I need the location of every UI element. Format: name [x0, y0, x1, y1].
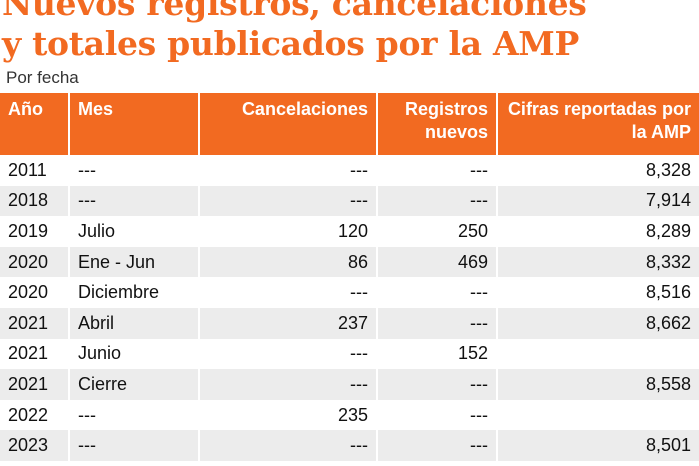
table-cell: --- [378, 399, 498, 431]
data-table: Año Mes Cancelaciones Registros nuevos Cifra… [0, 93, 699, 461]
table-cell: 8,289 [645, 220, 691, 241]
table-row: 2018 --- --- --- 7,914 [0, 185, 699, 217]
table-cell: Ene - Jun [70, 246, 200, 278]
table-cell: 120 [200, 216, 378, 247]
column-header: Cancelaciones [200, 93, 378, 155]
table-cell: --- [200, 369, 378, 400]
table-cell: 2021 [0, 338, 70, 370]
table-cell: Abril [70, 307, 200, 339]
table-cell: Cierre [70, 369, 200, 400]
table-cell: --- [70, 155, 200, 186]
subtitle: Por fecha [6, 68, 79, 87]
title-line: y totales publicados por la AMP [2, 24, 579, 63]
column-header: Cifras reportadas por la AMP [498, 93, 699, 155]
table-cell: 2023 [0, 430, 70, 461]
table-cell: 2021 [0, 369, 70, 400]
table-cell: --- [378, 185, 498, 217]
table-cell: 2022 [0, 399, 70, 431]
column-header: Año [0, 93, 70, 155]
table-cell: 86 [200, 246, 378, 278]
table-cell: Diciembre [70, 277, 200, 308]
table-cell: --- [70, 185, 200, 217]
table-cell: --- [70, 399, 200, 431]
table-cell: 250 [378, 216, 498, 247]
table-cell: Junio [70, 338, 200, 370]
table-cell: 237 [200, 307, 378, 339]
title-line: Nuevos registros, cancelaciones [2, 0, 587, 23]
table-cell: 152 [378, 338, 498, 370]
table-row: 2011 --- --- --- 8,328 [0, 155, 699, 186]
header-row: Año Mes Cancelaciones Registros nuevos Cifra… [0, 93, 699, 155]
table-cell: --- [200, 155, 378, 186]
table-cell: 2011 [0, 155, 70, 186]
table-body: 2011 --- --- --- 8,328 2018 --- --- --- 7,914 2019… [0, 155, 699, 461]
table-cell: 8,516 [645, 282, 691, 303]
table-cell: --- [378, 369, 498, 400]
table-row: 2022 --- 235 --- [0, 399, 699, 431]
table-cell: 2020 [0, 246, 70, 278]
table-cell: 2021 [0, 307, 70, 339]
table-row: 2023 --- --- --- 8,501 [0, 430, 699, 461]
table-cell: 8,332 [498, 246, 699, 278]
column-header: Registros nuevos [378, 93, 498, 155]
table-cell: 8,328 [645, 159, 691, 180]
table-cell: 8,662 [498, 307, 699, 339]
table-row: 2019 Julio 120 250 8,289 [0, 216, 699, 247]
table-row: 2021 Abril 237 --- 8,662 [0, 307, 699, 339]
table-cell: Julio [70, 216, 200, 247]
table-cell: 2019 [0, 216, 70, 247]
table-cell: --- [200, 430, 378, 461]
table-cell: --- [378, 155, 498, 186]
table-cell: 2020 [0, 277, 70, 308]
table-cell [498, 339, 699, 370]
table-cell: --- [200, 185, 378, 217]
table-cell: 8,558 [498, 369, 699, 400]
table-row: 2020 Ene - Jun 86 469 8,332 [0, 246, 699, 278]
table-cell: 8,501 [498, 430, 699, 461]
column-header: Mes [70, 93, 200, 155]
table-row: 2021 Cierre --- --- 8,558 [0, 369, 699, 400]
table-cell: 2018 [0, 185, 70, 217]
table-cell: 7,914 [498, 185, 699, 217]
table-cell: --- [378, 277, 498, 308]
table-cell: 469 [378, 246, 498, 278]
table-cell: --- [378, 430, 498, 461]
table-cell: 235 [200, 399, 378, 431]
table-cell: --- [200, 338, 378, 370]
table-cell: --- [70, 430, 200, 461]
table-row: 2021 Junio --- 152 [0, 338, 699, 370]
table-cell [498, 400, 699, 431]
table-row: 2020 Diciembre --- --- 8,516 [0, 277, 699, 308]
table-cell: --- [200, 277, 378, 308]
table-cell: --- [378, 307, 498, 339]
